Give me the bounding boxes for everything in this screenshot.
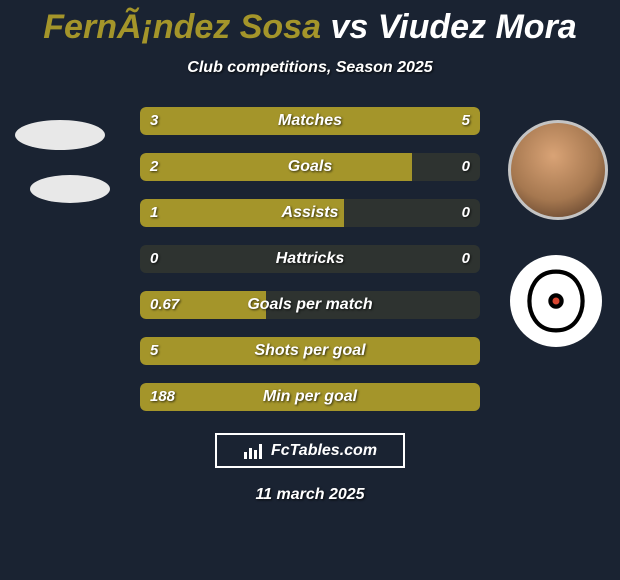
stat-label: Hattricks	[140, 245, 480, 273]
stat-value-right: 0	[462, 245, 470, 273]
stat-row: Assists1 0	[140, 199, 480, 227]
stat-row: Goals2 0	[140, 153, 480, 181]
stat-value-left: 0	[150, 245, 158, 273]
stat-label: Matches	[140, 107, 480, 135]
chart-icon	[243, 442, 265, 460]
stat-value-left: 1	[150, 199, 158, 227]
stat-label: Goals per match	[140, 291, 480, 319]
stat-row: Min per goal188	[140, 383, 480, 411]
stat-label: Goals	[140, 153, 480, 181]
comparison-title: FernÃ¡ndez Sosa vs Viudez Mora	[0, 0, 620, 47]
player2-name: Viudez Mora	[378, 8, 577, 46]
stat-value-left: 0.67	[150, 291, 179, 319]
stat-label: Min per goal	[140, 383, 480, 411]
stat-value-left: 5	[150, 337, 158, 365]
vs-separator: vs	[321, 8, 378, 46]
stats-container: Matches35Goals20Assists10Hattricks00Goal…	[0, 107, 620, 411]
stat-value-right: 0	[462, 199, 470, 227]
stat-label: Assists	[140, 199, 480, 227]
stat-row: Shots per goal5	[140, 337, 480, 365]
subtitle: Club competitions, Season 2025	[0, 59, 620, 77]
stat-row: Matches3 5	[140, 107, 480, 135]
stat-row: Goals per match0.67	[140, 291, 480, 319]
stat-value-left: 2	[150, 153, 158, 181]
stat-value-right: 0	[462, 153, 470, 181]
stat-label: Shots per goal	[140, 337, 480, 365]
stat-value-right: 5	[462, 107, 470, 135]
player1-name: FernÃ¡ndez Sosa	[43, 8, 321, 46]
stat-row: Hattricks0 0	[140, 245, 480, 273]
branding-text: FcTables.com	[271, 442, 377, 460]
date-text: 11 march 2025	[0, 486, 620, 504]
stat-value-left: 188	[150, 383, 175, 411]
branding-box: FcTables.com	[215, 433, 405, 468]
stat-value-left: 3	[150, 107, 158, 135]
